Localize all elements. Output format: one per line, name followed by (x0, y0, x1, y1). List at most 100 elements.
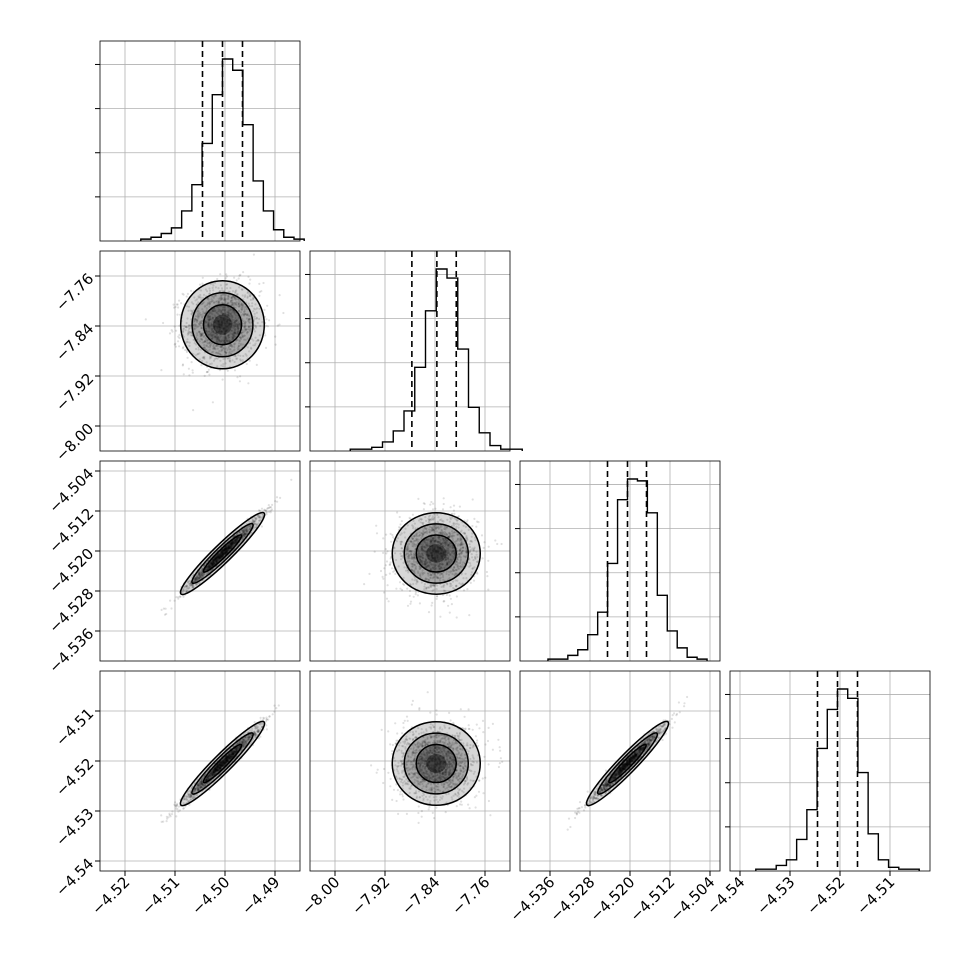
scatter-point (169, 600, 171, 602)
scatter-point (239, 274, 241, 276)
scatter-point (239, 375, 241, 377)
scatter-point (236, 279, 238, 281)
scatter-point (443, 600, 445, 602)
scatter-point (183, 373, 185, 375)
scatter-point (399, 581, 401, 583)
scatter-point (431, 602, 433, 604)
scatter-point (171, 813, 173, 815)
scatter-point (170, 607, 172, 609)
scatter-point (443, 497, 445, 499)
scatter-point (459, 506, 461, 508)
scatter-point (227, 370, 229, 372)
scatter-point (394, 573, 396, 575)
scatter-point (176, 314, 178, 316)
scatter-point (453, 513, 455, 515)
scatter-panel-2-0 (100, 461, 300, 661)
scatter-point (182, 364, 184, 366)
scatter-point (487, 560, 489, 562)
scatter-point (192, 372, 194, 374)
scatter-point (263, 509, 265, 511)
scatter-point (247, 382, 249, 384)
scatter-point (434, 508, 436, 510)
scatter-point (161, 609, 163, 611)
scatter-point (447, 605, 449, 607)
scatter-point (450, 506, 452, 508)
scatter-panel-1-0 (100, 251, 300, 451)
scatter-point (429, 504, 431, 506)
scatter-point (178, 345, 180, 347)
scatter-point (279, 294, 281, 296)
scatter-point (290, 479, 292, 481)
density-core-1-0-3 (213, 315, 232, 335)
scatter-panel-3-0 (100, 671, 300, 871)
hist-frame-3 (730, 671, 930, 871)
scatter-point (183, 294, 185, 296)
scatter-point (242, 271, 244, 273)
hist-panel-1 (305, 251, 522, 451)
scatter-point (276, 496, 278, 498)
scatter-point (247, 276, 249, 278)
hist-panel-0 (95, 41, 304, 241)
scatter-point (184, 349, 186, 351)
scatter-point (258, 509, 260, 511)
scatter-point (191, 361, 193, 363)
scatter-point (395, 588, 397, 590)
scatter-point (246, 363, 248, 365)
scatter-point (266, 728, 268, 730)
scatter-point (182, 808, 184, 810)
scatter-point (483, 541, 485, 543)
scatter-point (486, 571, 488, 573)
scatter-point (486, 575, 488, 577)
scatter-point (274, 336, 276, 338)
scatter-point (453, 510, 455, 512)
scatter-point (473, 580, 475, 582)
scatter-point (368, 573, 370, 575)
scatter-point (174, 801, 176, 803)
scatter-point (267, 507, 269, 509)
scatter-point (401, 589, 403, 591)
scatter-point (391, 534, 393, 536)
scatter-point (180, 302, 182, 304)
scatter-point (268, 319, 270, 321)
scatter-point (375, 525, 377, 527)
scatter-point (385, 564, 387, 566)
scatter-point (248, 283, 250, 285)
scatter-point (265, 325, 267, 327)
scatter-point (385, 552, 387, 554)
scatter-point (177, 306, 179, 308)
scatter-point (275, 344, 277, 346)
scatter-point (387, 584, 389, 586)
scatter-point (162, 322, 164, 324)
scatter-point (473, 518, 475, 520)
scatter-point (265, 347, 267, 349)
scatter-point (160, 369, 162, 371)
scatter-point (277, 325, 279, 327)
scatter-point (145, 318, 147, 320)
scatter-point (409, 590, 411, 592)
scatter-point (190, 290, 192, 292)
scatter-point (436, 598, 438, 600)
scatter-point (388, 600, 390, 602)
scatter-point (175, 330, 177, 332)
scatter-point (432, 503, 434, 505)
scatter-point (239, 380, 241, 382)
scatter-point (234, 369, 236, 371)
scatter-point (423, 508, 425, 510)
scatter-point (428, 611, 430, 613)
scatter-point (169, 332, 171, 334)
scatter-point (450, 598, 452, 600)
scatter-point (424, 503, 426, 505)
scatter-point (216, 278, 218, 280)
scatter-panel-2-1 (310, 461, 510, 661)
scatter-point (406, 588, 408, 590)
scatter-point (175, 346, 177, 348)
scatter-point (389, 563, 391, 565)
scatter-point (208, 369, 210, 371)
scatter-point (386, 550, 388, 552)
scatter-point (409, 595, 411, 597)
scatter-point (166, 820, 168, 822)
scatter-point (430, 501, 432, 503)
scatter-point (470, 582, 472, 584)
scatter-point (417, 594, 419, 596)
scatter-point (177, 303, 179, 305)
